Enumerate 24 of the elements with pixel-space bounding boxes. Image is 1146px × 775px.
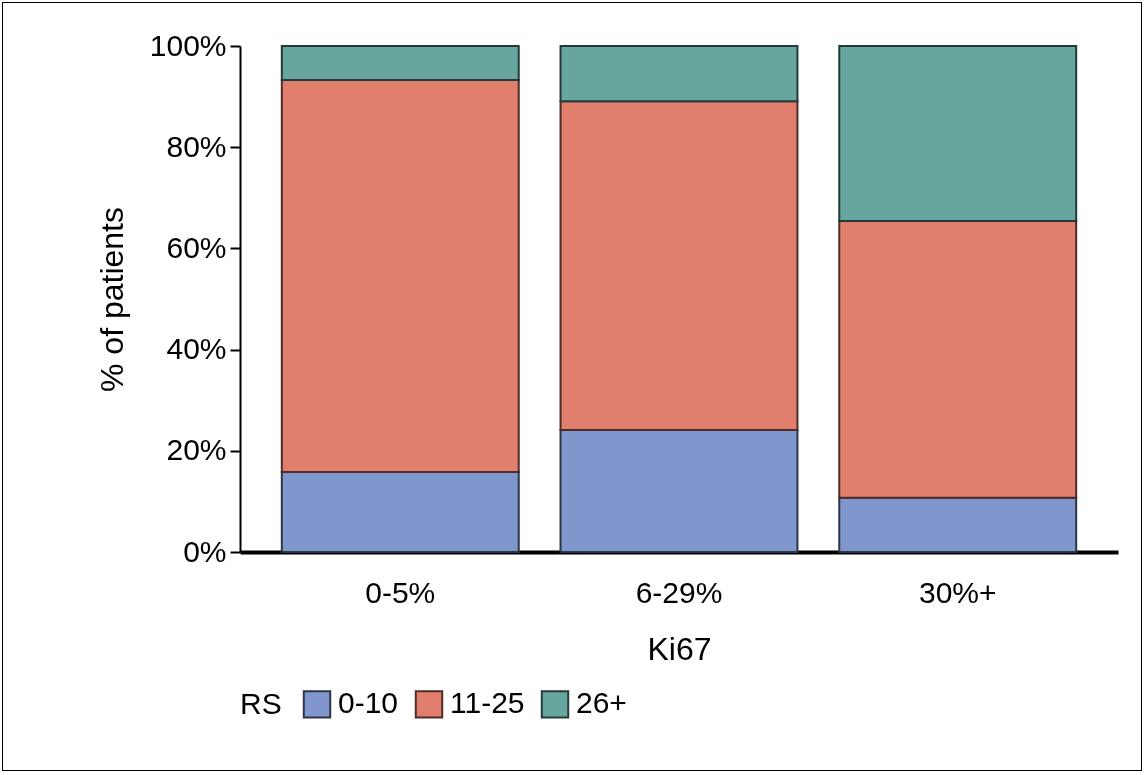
- y-tick-label: 100%: [149, 28, 227, 62]
- x-tick-label: 6-29%: [635, 575, 723, 609]
- y-tick-label: 60%: [166, 230, 227, 264]
- y-tick-label: 40%: [166, 332, 227, 366]
- legend-title: RS: [240, 687, 282, 720]
- y-tick-label: 80%: [166, 129, 227, 163]
- bar: [559, 429, 799, 553]
- bar: [559, 100, 799, 432]
- legend-label: 11-25: [450, 686, 525, 720]
- legend-label: 26+: [576, 686, 627, 720]
- x-tick-label: 0-5%: [365, 575, 436, 609]
- bar: [280, 78, 520, 474]
- x-axis-title: Ki67: [647, 630, 712, 667]
- bar: [838, 496, 1078, 553]
- bar: [838, 220, 1078, 499]
- bar: [280, 471, 520, 553]
- legend-label: 0-10: [338, 686, 399, 720]
- x-tick-label: 30%+: [918, 575, 997, 609]
- bar: [838, 45, 1078, 223]
- y-tick-label: 0%: [183, 534, 227, 568]
- y-axis-title: % of patients: [93, 207, 130, 392]
- bar: [559, 45, 799, 103]
- bar: [280, 45, 520, 81]
- y-tick-label: 20%: [166, 433, 227, 467]
